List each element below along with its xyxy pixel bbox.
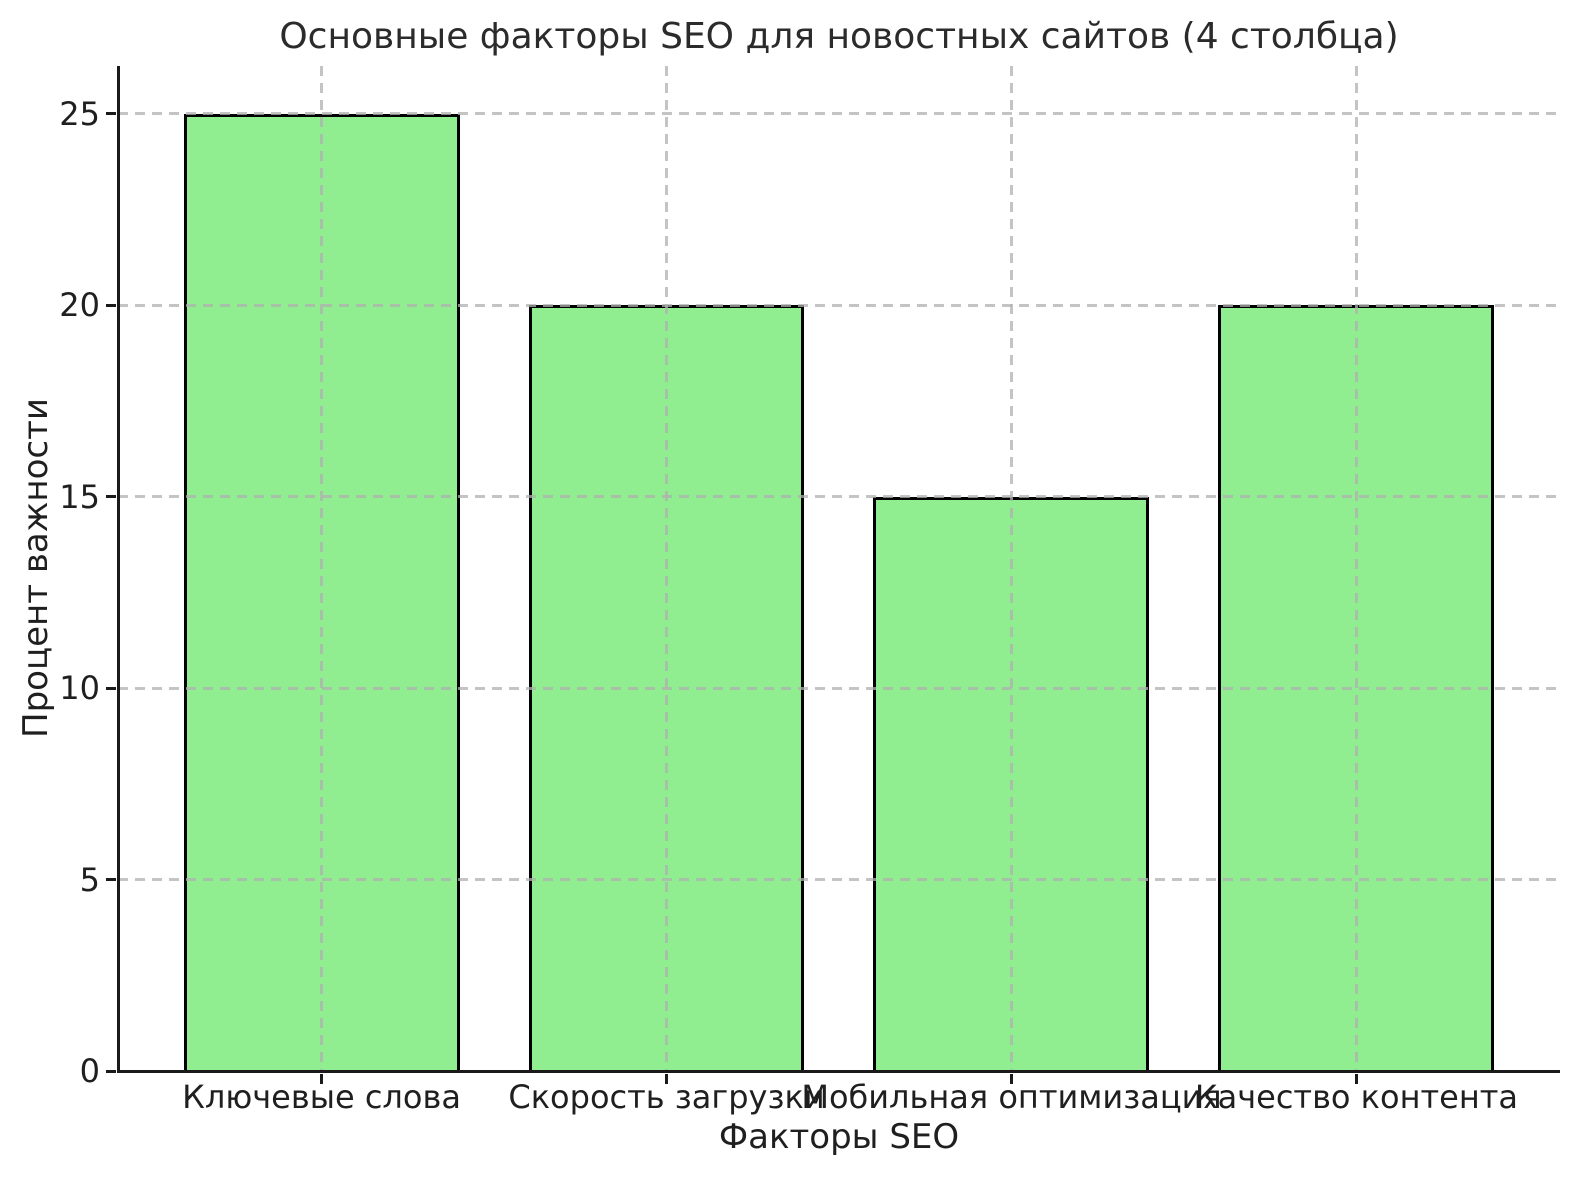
y-axis-label: Процент важности: [16, 398, 56, 738]
y-tick-label: 0: [79, 1052, 100, 1090]
y-tick: [106, 303, 116, 307]
v-gridline: [320, 66, 324, 1071]
x-tick: [1009, 1074, 1013, 1084]
y-axis-spine: [117, 66, 120, 1073]
h-gridline: [118, 303, 1560, 307]
y-tick: [106, 495, 116, 499]
x-tick-label: Качество контента: [1194, 1078, 1518, 1116]
v-gridline: [1009, 66, 1013, 1071]
x-tick: [1354, 1074, 1358, 1084]
y-tick-label: 5: [79, 860, 100, 899]
x-tick-label: Ключевые слова: [182, 1078, 461, 1116]
v-gridline: [665, 66, 668, 1071]
y-tick-label: 25: [59, 94, 100, 133]
chart-title: Основные факторы SEO для новостных сайто…: [279, 16, 1399, 57]
y-tick: [106, 878, 116, 882]
plot-area: Ключевые слова Скорость загрузки Мобильная…: [59, 66, 1560, 1116]
y-tick-label: 15: [59, 477, 100, 516]
h-gridline: [118, 495, 1560, 499]
x-axis-label: Факторы SEO: [718, 1117, 960, 1157]
x-axis-spine: [117, 1070, 1560, 1073]
x-tick: [320, 1074, 324, 1084]
h-gridline: [118, 878, 1560, 882]
x-tick: [665, 1074, 668, 1084]
h-gridline: [118, 112, 1560, 116]
v-gridline: [1354, 66, 1358, 1071]
y-tick-label: 10: [59, 669, 100, 708]
x-tick-label: Мобильная оптимизация: [801, 1078, 1222, 1116]
y-tick: [106, 1069, 116, 1073]
y-tick-label: 20: [59, 286, 100, 325]
h-gridline: [118, 686, 1560, 690]
y-tick: [106, 686, 116, 690]
x-tick-label: Скорость загрузки: [508, 1078, 825, 1116]
y-tick: [106, 112, 116, 116]
